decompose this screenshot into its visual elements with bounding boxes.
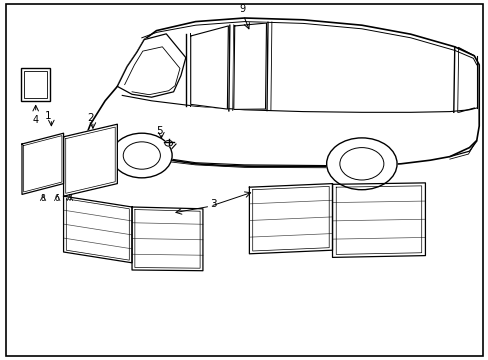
Polygon shape [63,196,132,263]
Polygon shape [190,26,228,109]
Text: 2: 2 [87,113,94,123]
Polygon shape [332,183,425,257]
Text: 1: 1 [44,111,51,121]
Polygon shape [233,23,266,109]
Circle shape [164,140,172,146]
Text: 3: 3 [210,199,217,210]
Text: 9: 9 [239,4,245,14]
Circle shape [326,138,396,190]
Polygon shape [63,124,117,196]
Polygon shape [95,139,105,148]
Polygon shape [22,133,63,194]
Bar [24,71,47,98]
Bar [21,68,50,101]
Text: 7: 7 [67,194,72,203]
Polygon shape [117,34,185,97]
Text: 8: 8 [41,194,45,203]
Polygon shape [249,184,332,254]
Circle shape [111,133,172,178]
Text: 5: 5 [156,126,163,136]
Polygon shape [132,207,203,271]
Text: 4: 4 [33,115,39,125]
Polygon shape [85,18,478,166]
Text: 6: 6 [55,194,60,203]
